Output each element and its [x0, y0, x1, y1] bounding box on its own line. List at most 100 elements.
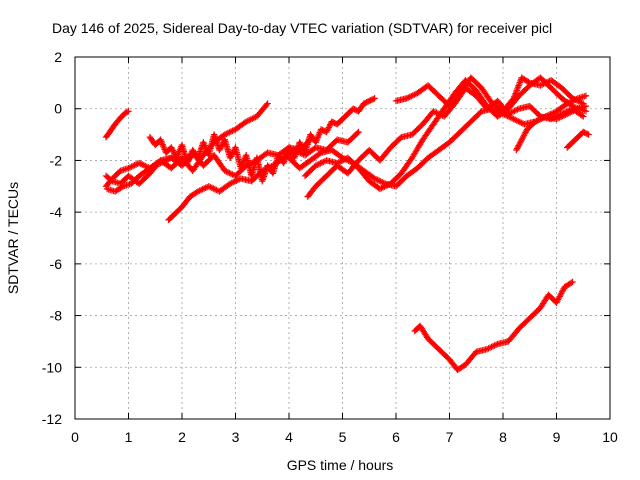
data-point-marker [132, 161, 140, 168]
data-point-marker [297, 140, 304, 148]
series-arc-8 [285, 92, 590, 190]
data-point-marker [226, 129, 233, 136]
data-point-marker [227, 153, 235, 160]
data-point-marker [554, 115, 562, 122]
data-point-marker [226, 169, 233, 177]
data-point-marker [515, 142, 522, 149]
data-point-marker [570, 107, 577, 115]
data-point-marker [249, 115, 256, 122]
x-tick-label: 8 [499, 429, 507, 445]
data-point-marker [578, 99, 585, 107]
data-point-marker [128, 163, 135, 170]
data-point-marker [223, 130, 230, 138]
data-point-marker [208, 184, 216, 191]
data-point-marker [197, 186, 205, 194]
data-point-marker [210, 185, 217, 192]
data-point-marker [244, 117, 251, 125]
data-point-marker [376, 185, 384, 193]
data-point-marker [509, 108, 517, 115]
data-point-marker [557, 113, 565, 121]
data-point-marker [537, 82, 544, 89]
data-point-marker [521, 130, 528, 138]
y-tick-label: -6 [50, 256, 63, 272]
data-point-marker [512, 116, 519, 123]
data-point-marker [224, 129, 232, 137]
data-point-marker [408, 92, 415, 100]
data-point-marker [568, 108, 575, 115]
series-layer [102, 74, 592, 374]
data-point-marker [405, 94, 412, 101]
data-point-marker [562, 111, 569, 118]
data-point-marker [504, 112, 511, 120]
data-point-marker [168, 144, 175, 151]
data-point-marker [264, 100, 271, 107]
data-point-marker [200, 185, 208, 192]
data-point-marker [221, 167, 228, 174]
data-point-marker [136, 159, 143, 167]
data-point-marker [140, 162, 147, 169]
data-point-marker [233, 177, 240, 184]
data-point-marker [371, 95, 378, 102]
data-point-marker [560, 112, 568, 119]
data-point-marker [513, 117, 520, 124]
data-point-marker [227, 170, 235, 177]
data-point-marker [123, 108, 131, 116]
data-point-marker [508, 115, 516, 122]
data-point-marker [382, 182, 390, 190]
data-point-marker [520, 132, 528, 139]
data-point-marker [118, 183, 126, 191]
data-point-marker [584, 130, 591, 138]
data-point-marker [582, 102, 590, 110]
data-point-marker [316, 150, 323, 157]
data-point-marker [230, 179, 237, 186]
data-point-marker [378, 184, 385, 192]
data-point-marker [131, 162, 138, 169]
data-point-marker [516, 139, 524, 146]
series-arc-11 [513, 102, 590, 154]
series-arc-12 [564, 128, 592, 151]
data-point-marker [286, 145, 293, 153]
data-point-marker [335, 159, 342, 166]
x-tick-label: 2 [178, 429, 186, 445]
data-point-marker [514, 106, 521, 113]
data-point-marker [510, 115, 517, 123]
data-point-marker [572, 96, 579, 104]
data-point-marker [512, 106, 520, 114]
y-tick-label: 2 [54, 49, 62, 65]
data-point-marker [354, 129, 361, 137]
series-arc-1 [102, 108, 132, 141]
data-point-marker [263, 101, 270, 109]
data-point-marker [550, 109, 557, 116]
data-point-marker [202, 184, 209, 191]
data-point-marker [513, 145, 521, 152]
data-point-marker [337, 158, 344, 165]
data-point-marker [489, 343, 497, 350]
data-point-marker [318, 159, 326, 166]
x-tick-label: 3 [232, 429, 240, 445]
data-point-marker [379, 184, 387, 191]
data-point-marker [298, 143, 306, 150]
data-point-marker [229, 150, 236, 157]
x-tick-label: 1 [125, 429, 133, 445]
data-point-marker [491, 342, 498, 349]
data-point-marker [234, 176, 241, 184]
y-tick-label: -2 [50, 152, 63, 168]
data-point-marker [576, 98, 584, 106]
data-point-marker [567, 109, 574, 116]
data-point-marker [287, 147, 294, 154]
grid-layer [75, 57, 610, 419]
data-point-marker [580, 113, 587, 120]
data-point-marker [559, 112, 566, 120]
data-point-marker [320, 158, 327, 166]
data-point-marker [223, 168, 230, 175]
data-point-marker [483, 345, 491, 353]
data-point-marker [508, 109, 515, 116]
data-point-marker [338, 157, 345, 164]
data-point-marker [520, 133, 527, 140]
y-tick-label: -10 [42, 359, 62, 375]
data-point-marker [314, 161, 321, 169]
data-point-marker [371, 175, 378, 182]
data-point-marker [217, 143, 225, 151]
data-point-marker [207, 183, 214, 191]
data-point-marker [312, 162, 319, 169]
